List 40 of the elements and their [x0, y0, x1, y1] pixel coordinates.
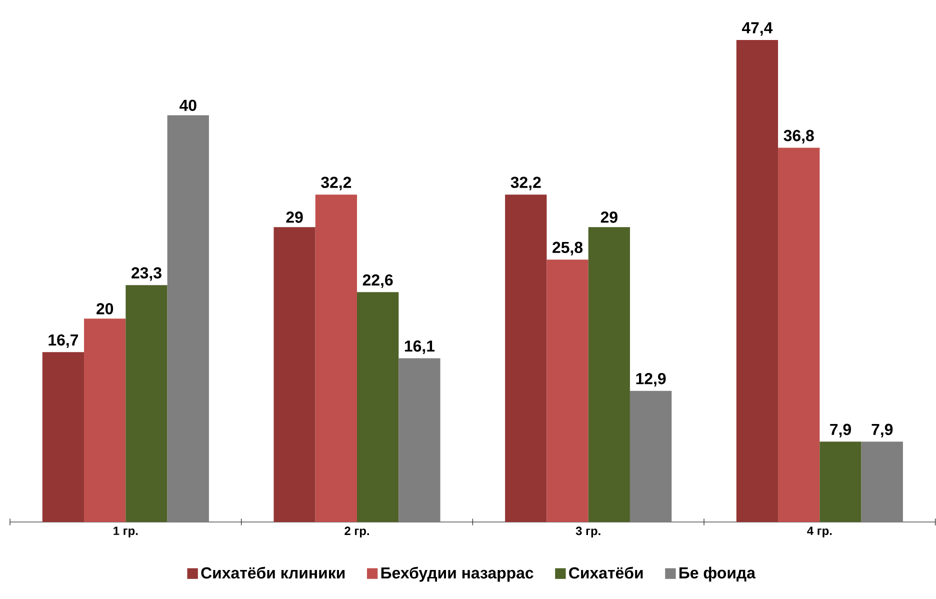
bar — [357, 292, 399, 522]
bar — [84, 318, 126, 522]
bar — [315, 194, 358, 522]
data-label: 47,4 — [742, 22, 773, 36]
data-label: 16,1 — [404, 340, 435, 354]
bar — [546, 260, 588, 522]
bar — [630, 390, 672, 522]
data-label: 16,7 — [48, 334, 78, 348]
bar — [778, 148, 820, 522]
bar — [42, 352, 84, 522]
x-tick-label: 2 гр. — [344, 526, 369, 538]
legend-label: Бе фоида — [679, 566, 756, 582]
bar — [736, 40, 778, 522]
data-label: 7,9 — [830, 424, 851, 438]
bar — [588, 227, 630, 522]
data-label: 29 — [286, 212, 303, 223]
data-label: 23,3 — [132, 267, 162, 281]
x-tick-label: 3 гр. — [576, 526, 600, 538]
x-tick-label: 4 гр. — [807, 526, 832, 538]
bar — [167, 115, 209, 522]
bar — [274, 227, 316, 522]
data-label: 32,2 — [510, 176, 541, 190]
data-label: 20 — [96, 303, 114, 314]
data-label: 29 — [600, 212, 618, 223]
data-label: 12,9 — [636, 372, 666, 387]
x-tick-label: 1 гр. — [114, 526, 138, 538]
legend-label: Бехбудии назаррас — [381, 566, 534, 582]
bar — [398, 358, 440, 522]
legend-label: Сихатёби клиники — [201, 566, 345, 579]
bar — [820, 442, 862, 522]
data-label: 7,9 — [872, 424, 893, 438]
bar — [126, 285, 168, 522]
legend-label: Сихатёби — [569, 566, 643, 579]
bar — [505, 194, 547, 522]
data-label: 22,6 — [362, 274, 393, 288]
data-label: 40 — [180, 100, 196, 111]
data-label: 32,2 — [321, 176, 352, 190]
data-label: 36,8 — [784, 130, 814, 144]
bar — [861, 442, 903, 522]
data-label: 25,8 — [552, 242, 583, 256]
